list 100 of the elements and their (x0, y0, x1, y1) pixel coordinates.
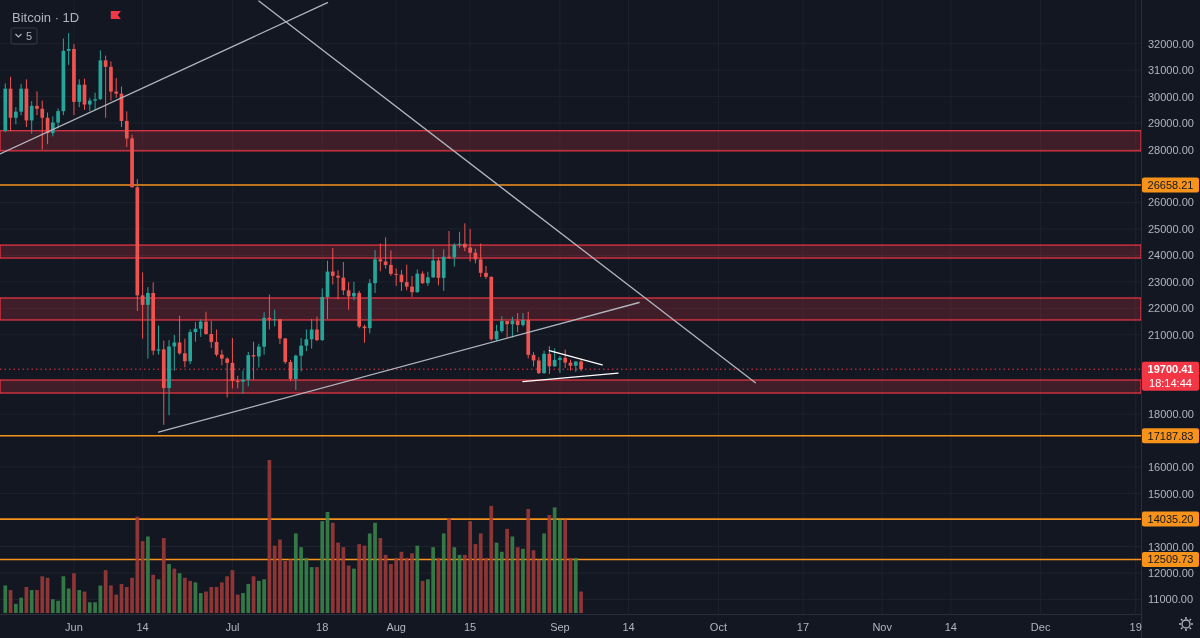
candlestick (278, 318, 282, 345)
y-tick-label: 16000.00 (1148, 461, 1194, 474)
text: Bitcoin · 1D (12, 9, 80, 25)
x-tick-label: 18 (316, 621, 329, 633)
bar (536, 559, 541, 613)
candlestick (220, 349, 224, 366)
candlestick (373, 249, 377, 294)
ref-line-label: 26658.21 (1147, 179, 1194, 192)
bar (167, 564, 171, 613)
bar (357, 544, 362, 613)
y-tick-label: 18000.00 (1148, 408, 1194, 421)
x-tick-label: 14 (136, 621, 149, 633)
y-tick-label: 26000.00 (1148, 196, 1194, 209)
candlestick (515, 312, 520, 333)
candlestick (426, 271, 430, 287)
y-tick-label: 25000.00 (1148, 222, 1194, 235)
bar (563, 519, 568, 613)
bar (315, 567, 319, 613)
candlestick (77, 78, 82, 108)
candlestick (293, 354, 298, 391)
bar (505, 528, 509, 613)
candlestick (394, 267, 399, 287)
candlestick (468, 228, 472, 262)
bar (515, 547, 520, 613)
candlestick (299, 337, 303, 372)
candlestick (309, 318, 314, 350)
candlestick (235, 375, 240, 389)
y-tick-label: 30000.00 (1148, 90, 1194, 103)
bar (521, 548, 525, 613)
candlestick (404, 264, 409, 291)
candlestick (352, 281, 356, 301)
candlestick (447, 230, 451, 260)
x-tick-label: 14 (944, 621, 957, 633)
candlestick (172, 334, 177, 372)
candlestick (225, 356, 229, 399)
bar (3, 585, 8, 613)
x-tick-label: 19 (1129, 621, 1142, 633)
x-tick-label: Sep (550, 621, 570, 633)
candlestick (204, 311, 208, 336)
bar (499, 551, 504, 613)
candlestick (156, 325, 161, 356)
bar (235, 594, 240, 613)
bar (172, 568, 177, 613)
y-tick-label: 24000.00 (1148, 249, 1194, 262)
bar (198, 593, 203, 613)
x-tick-label: Aug (386, 621, 406, 633)
candlestick (563, 349, 568, 369)
candlestick (56, 108, 60, 129)
annotation: 5 (25, 30, 33, 42)
candlestick (19, 83, 23, 116)
candlestick (209, 320, 214, 349)
bar (77, 590, 82, 613)
candlestick (29, 100, 34, 135)
candlestick (410, 275, 414, 298)
candlestick (336, 269, 340, 300)
candlestick (441, 248, 446, 292)
candlestick (114, 77, 119, 99)
candlestick (378, 242, 383, 272)
bar (526, 508, 531, 613)
bar (378, 538, 383, 613)
candlestick (93, 92, 97, 111)
candlestick (146, 286, 150, 360)
candlestick (452, 242, 457, 268)
bar (29, 590, 34, 613)
candlestick (50, 115, 55, 137)
bar (352, 568, 356, 613)
candlestick (241, 370, 245, 395)
candlestick (431, 248, 436, 279)
x-tick-label: Jun (65, 621, 83, 633)
candlestick (304, 329, 309, 352)
bar (441, 533, 446, 613)
bar (573, 557, 578, 613)
text: 18:14:44 (1149, 377, 1192, 390)
y-tick-label: 11000.00 (1148, 593, 1194, 606)
candlestick (505, 320, 509, 339)
y-tick-label: 29000.00 (1148, 117, 1194, 130)
bar (415, 545, 420, 613)
candlestick (40, 100, 45, 151)
candlestick (389, 249, 393, 277)
x-tick-label: Dec (1030, 621, 1051, 633)
bar (66, 588, 71, 613)
x-tick-label: Jul (225, 621, 240, 633)
y-tick-label: 12000.00 (1148, 566, 1194, 579)
candlestick (66, 32, 71, 66)
ref-line-label: 12509.73 (1147, 553, 1194, 566)
candlestick (415, 268, 420, 294)
candlestick (552, 347, 557, 368)
bar (151, 574, 156, 613)
x-tick-label: Nov (872, 621, 893, 633)
y-tick-label: 13000.00 (1148, 540, 1194, 553)
y-tick-label: 15000.00 (1148, 487, 1194, 500)
bar (161, 538, 166, 613)
y-tick-label: 32000.00 (1148, 37, 1194, 50)
bar (579, 591, 583, 613)
y-tick-label: 31000.00 (1148, 64, 1194, 77)
candlestick (256, 343, 261, 369)
y-tick-label: 23000.00 (1148, 275, 1194, 288)
candlestick (183, 338, 187, 368)
bar (452, 547, 457, 613)
candlestick (484, 265, 488, 280)
